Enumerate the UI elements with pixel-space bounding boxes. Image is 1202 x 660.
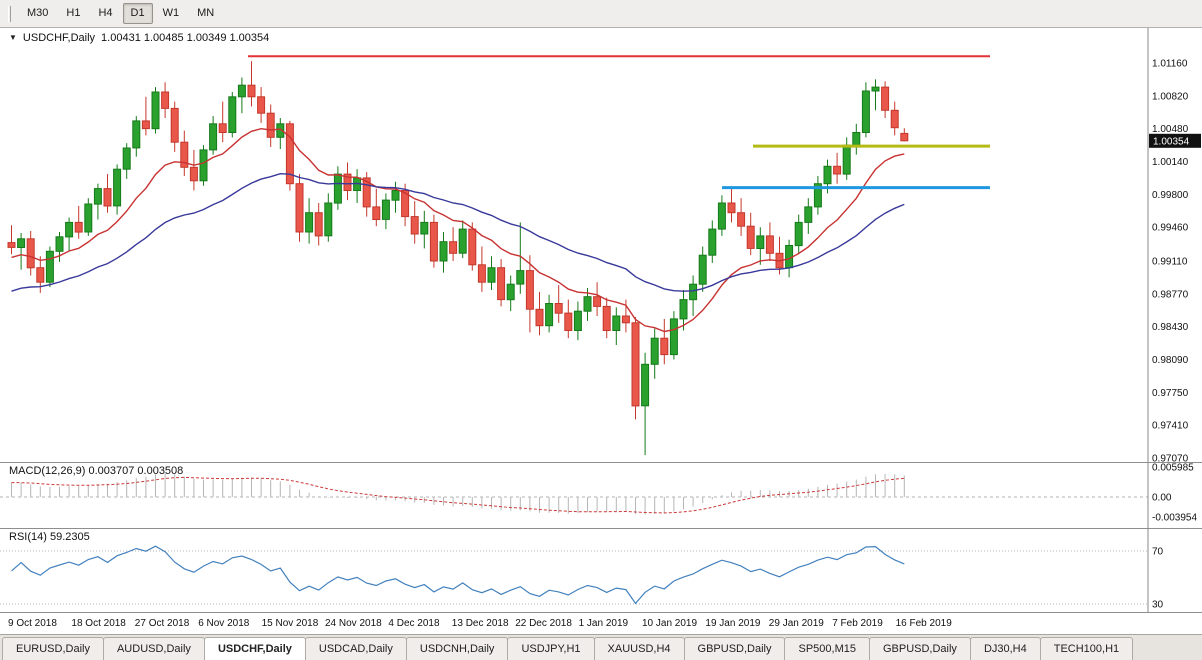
price-tick-label: 0.98090 bbox=[1152, 355, 1189, 366]
chart-symbol-label: USDCHF,Daily bbox=[22, 32, 96, 44]
price-tick-label: 0.97750 bbox=[1152, 388, 1189, 399]
chart-title: ▼ USDCHF,Daily 1.00431 1.00485 1.00349 1… bbox=[9, 32, 269, 44]
date-label: 24 Nov 2018 bbox=[325, 618, 382, 629]
date-label: 7 Feb 2019 bbox=[832, 618, 883, 629]
rsi-label: RSI(14) 59.2305 bbox=[9, 531, 90, 543]
chart-tab-eurusd-daily[interactable]: EURUSD,Daily bbox=[2, 637, 104, 660]
ma-34-line bbox=[11, 172, 905, 292]
price-tick-label: 0.98770 bbox=[1152, 289, 1189, 300]
chart-tab-tech100-h1[interactable]: TECH100,H1 bbox=[1039, 637, 1134, 660]
date-label: 13 Dec 2018 bbox=[451, 618, 509, 629]
date-label: 18 Oct 2018 bbox=[71, 618, 126, 629]
chart-tab-audusd-daily[interactable]: AUDUSD,Daily bbox=[102, 637, 205, 660]
date-label: 16 Feb 2019 bbox=[895, 618, 952, 629]
collapse-triangle-icon[interactable]: ▼ bbox=[9, 32, 17, 42]
chart-tab-usdcad-daily[interactable]: USDCAD,Daily bbox=[304, 637, 407, 660]
date-axis[interactable]: 9 Oct 2018 18 Oct 2018 27 Oct 2018 6 Nov 20… bbox=[0, 612, 1202, 634]
price-tick-label: 1.00140 bbox=[1152, 157, 1189, 168]
chart-tab-gbpusd-daily[interactable]: GBPUSD,Daily bbox=[683, 637, 786, 660]
rsi-level-label: 70 bbox=[1152, 547, 1164, 558]
macd-tick-label: 0.005985 bbox=[1152, 463, 1194, 474]
date-label: 27 Oct 2018 bbox=[134, 618, 190, 629]
rsi-level-label: 30 bbox=[1152, 600, 1164, 611]
date-label: 22 Dec 2018 bbox=[515, 618, 572, 629]
rsi-line bbox=[11, 545, 905, 605]
timeframe-button-mn[interactable]: MN bbox=[197, 7, 215, 19]
current-price-badge bbox=[1149, 133, 1201, 148]
timeframe-button-h4[interactable]: H4 bbox=[98, 7, 113, 19]
chart-tabs-bar: EURUSD,Daily AUDUSD,Daily USDCHF,Daily USDC… bbox=[0, 634, 1202, 660]
main-chart-pane[interactable]: 1.01160 1.00820 1.00480 1.00140 0.99800 0.994… bbox=[0, 28, 1202, 462]
chart-tab-dj30-h4[interactable]: DJ30,H4 bbox=[969, 637, 1041, 660]
price-tick-label: 1.00480 bbox=[1152, 124, 1189, 135]
price-tick-label: 1.00820 bbox=[1152, 91, 1189, 102]
date-label: 1 Jan 2019 bbox=[578, 618, 629, 629]
rsi-pane[interactable]: 70 30 RSI(14) 59.2305 bbox=[0, 528, 1202, 612]
chart-tab-xauusd-h4[interactable]: XAUUSD,H4 bbox=[593, 637, 685, 660]
chart-tab-usdcnh-daily[interactable]: USDCNH,Daily bbox=[405, 637, 509, 660]
timeframe-button-h1[interactable]: H1 bbox=[66, 7, 81, 19]
timeframe-button-w1[interactable]: W1 bbox=[162, 7, 180, 19]
date-label: 19 Jan 2019 bbox=[705, 618, 761, 629]
price-tick-label: 0.98430 bbox=[1152, 322, 1189, 333]
price-tick-label: 0.99800 bbox=[1152, 190, 1189, 201]
chart-tab-usdchf-daily[interactable]: USDCHF,Daily bbox=[203, 637, 306, 660]
date-label: 9 Oct 2018 bbox=[8, 618, 57, 629]
price-tick-label: 0.99460 bbox=[1152, 223, 1189, 234]
price-tick-label: 1.01160 bbox=[1152, 59, 1188, 70]
price-chart-canvas[interactable]: 1.01160 1.00820 1.00480 1.00140 0.99800 0.994… bbox=[0, 28, 1202, 462]
rsi-canvas[interactable]: 70 30 bbox=[0, 529, 1202, 612]
macd-tick-label: 0.00 bbox=[1152, 493, 1172, 504]
date-label: 29 Jan 2019 bbox=[768, 618, 824, 629]
price-tick-label: 0.99110 bbox=[1152, 257, 1188, 268]
macd-tick-label: -0.003954 bbox=[1152, 512, 1197, 523]
timeframe-button-d1[interactable]: D1 bbox=[122, 3, 153, 24]
macd-canvas[interactable]: 0.005985 0.00 -0.003954 bbox=[0, 463, 1202, 528]
chart-ohlc-values: 1.00431 1.00485 1.00349 1.00354 bbox=[101, 32, 270, 44]
chart-tab-gbpusd-daily[interactable]: GBPUSD,Daily bbox=[868, 637, 971, 660]
chart-tab-sp500-m15[interactable]: SP500,M15 bbox=[784, 637, 870, 660]
price-tick-label: 0.97410 bbox=[1152, 421, 1189, 432]
date-label: 4 Dec 2018 bbox=[388, 618, 440, 629]
date-label: 6 Nov 2018 bbox=[198, 618, 250, 629]
date-label: 15 Nov 2018 bbox=[261, 618, 319, 629]
toolbar-grip-handle[interactable] bbox=[8, 5, 11, 22]
ma-13-line bbox=[11, 127, 905, 333]
price-tick-label: 0.97070 bbox=[1152, 454, 1189, 463]
svg-text:1.00354: 1.00354 bbox=[1153, 136, 1190, 147]
macd-label: MACD(12,26,9) 0.003707 0.003508 bbox=[9, 465, 184, 477]
macd-pane[interactable]: 0.005985 0.00 -0.003954 MACD(12,26,9) 0.00… bbox=[0, 462, 1202, 528]
date-label: 10 Jan 2019 bbox=[642, 618, 698, 629]
timeframe-toolbar: M30 H1 H4 D1 W1 MN bbox=[0, 0, 1202, 28]
timeframe-button-m30[interactable]: M30 bbox=[27, 7, 49, 19]
chart-tab-usdjpy-h1[interactable]: USDJPY,H1 bbox=[507, 637, 595, 660]
